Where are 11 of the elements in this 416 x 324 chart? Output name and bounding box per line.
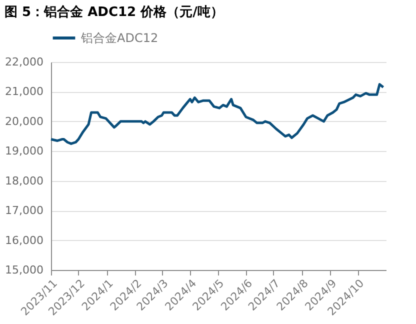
chart-title: 图 5：铝合金 ADC12 价格（元/吨） xyxy=(4,4,224,20)
y-tick-label: 18,000 xyxy=(5,174,44,188)
y-tick-label: 17,000 xyxy=(5,204,44,218)
y-tick-label: 20,000 xyxy=(5,114,44,128)
legend-label: 铝合金ADC12 xyxy=(80,31,158,45)
y-tick-label: 16,000 xyxy=(5,234,44,247)
line-series xyxy=(50,83,385,145)
y-tick-label: 15,000 xyxy=(5,264,44,276)
y-tick-label: 19,000 xyxy=(5,144,44,158)
y-tick-label: 21,000 xyxy=(5,85,44,98)
y-tick-label: 22,000 xyxy=(5,56,44,68)
